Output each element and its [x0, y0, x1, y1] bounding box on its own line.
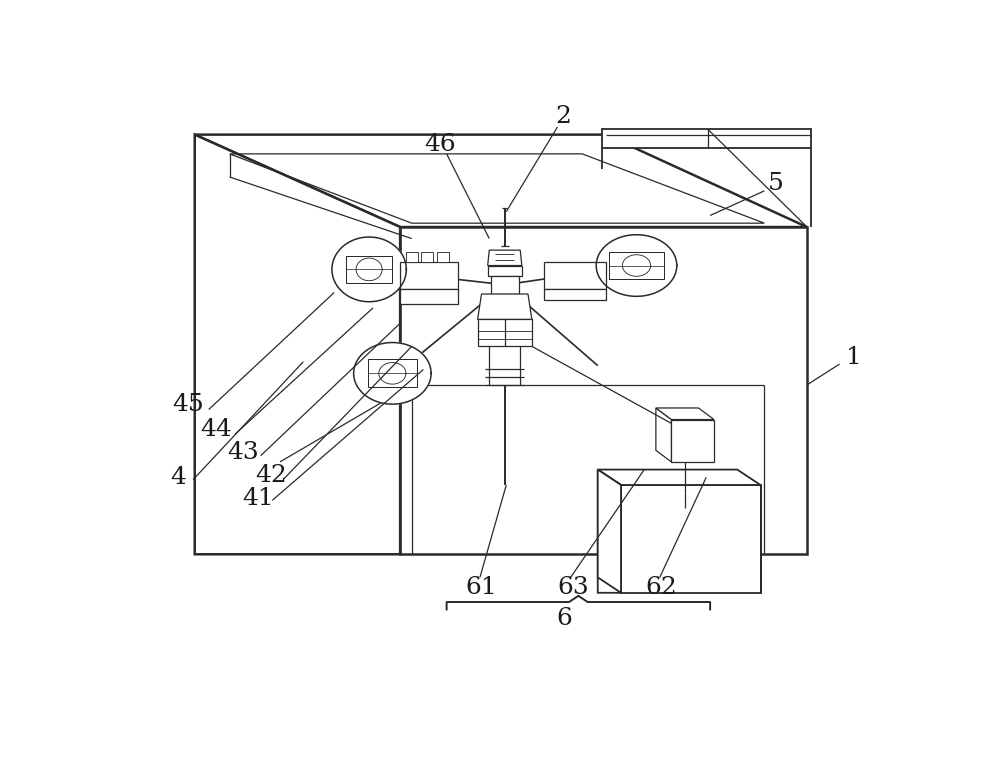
Polygon shape — [656, 408, 671, 462]
Polygon shape — [488, 265, 522, 275]
Text: 63: 63 — [557, 576, 589, 599]
Polygon shape — [488, 250, 522, 265]
Text: 45: 45 — [173, 393, 204, 415]
Polygon shape — [656, 408, 714, 420]
Polygon shape — [598, 470, 621, 593]
Text: 5: 5 — [768, 171, 784, 195]
Polygon shape — [478, 294, 532, 319]
Polygon shape — [544, 288, 606, 300]
Text: 42: 42 — [255, 464, 287, 488]
Polygon shape — [491, 275, 519, 294]
Polygon shape — [437, 252, 449, 261]
Polygon shape — [406, 252, 418, 261]
Polygon shape — [671, 420, 714, 462]
Text: 44: 44 — [201, 418, 232, 441]
Polygon shape — [544, 261, 606, 288]
Polygon shape — [400, 261, 458, 288]
Polygon shape — [596, 235, 677, 296]
Polygon shape — [400, 227, 807, 554]
Text: 4: 4 — [170, 466, 186, 489]
Text: 2: 2 — [555, 105, 571, 128]
Text: 61: 61 — [466, 576, 497, 599]
Polygon shape — [602, 129, 811, 148]
Text: 46: 46 — [424, 133, 456, 156]
Polygon shape — [195, 135, 807, 227]
Text: 62: 62 — [645, 576, 677, 599]
Text: 43: 43 — [227, 441, 259, 464]
Text: 1: 1 — [846, 346, 861, 369]
Polygon shape — [195, 135, 400, 554]
Polygon shape — [354, 342, 431, 404]
Polygon shape — [400, 288, 458, 304]
Polygon shape — [421, 252, 433, 261]
Polygon shape — [598, 470, 761, 485]
Text: 6: 6 — [556, 607, 572, 630]
Polygon shape — [621, 485, 761, 593]
Polygon shape — [346, 255, 392, 283]
Polygon shape — [368, 359, 417, 387]
Polygon shape — [332, 237, 406, 301]
Polygon shape — [598, 470, 621, 593]
Polygon shape — [478, 319, 532, 346]
Polygon shape — [609, 251, 664, 279]
Text: 41: 41 — [242, 488, 274, 511]
